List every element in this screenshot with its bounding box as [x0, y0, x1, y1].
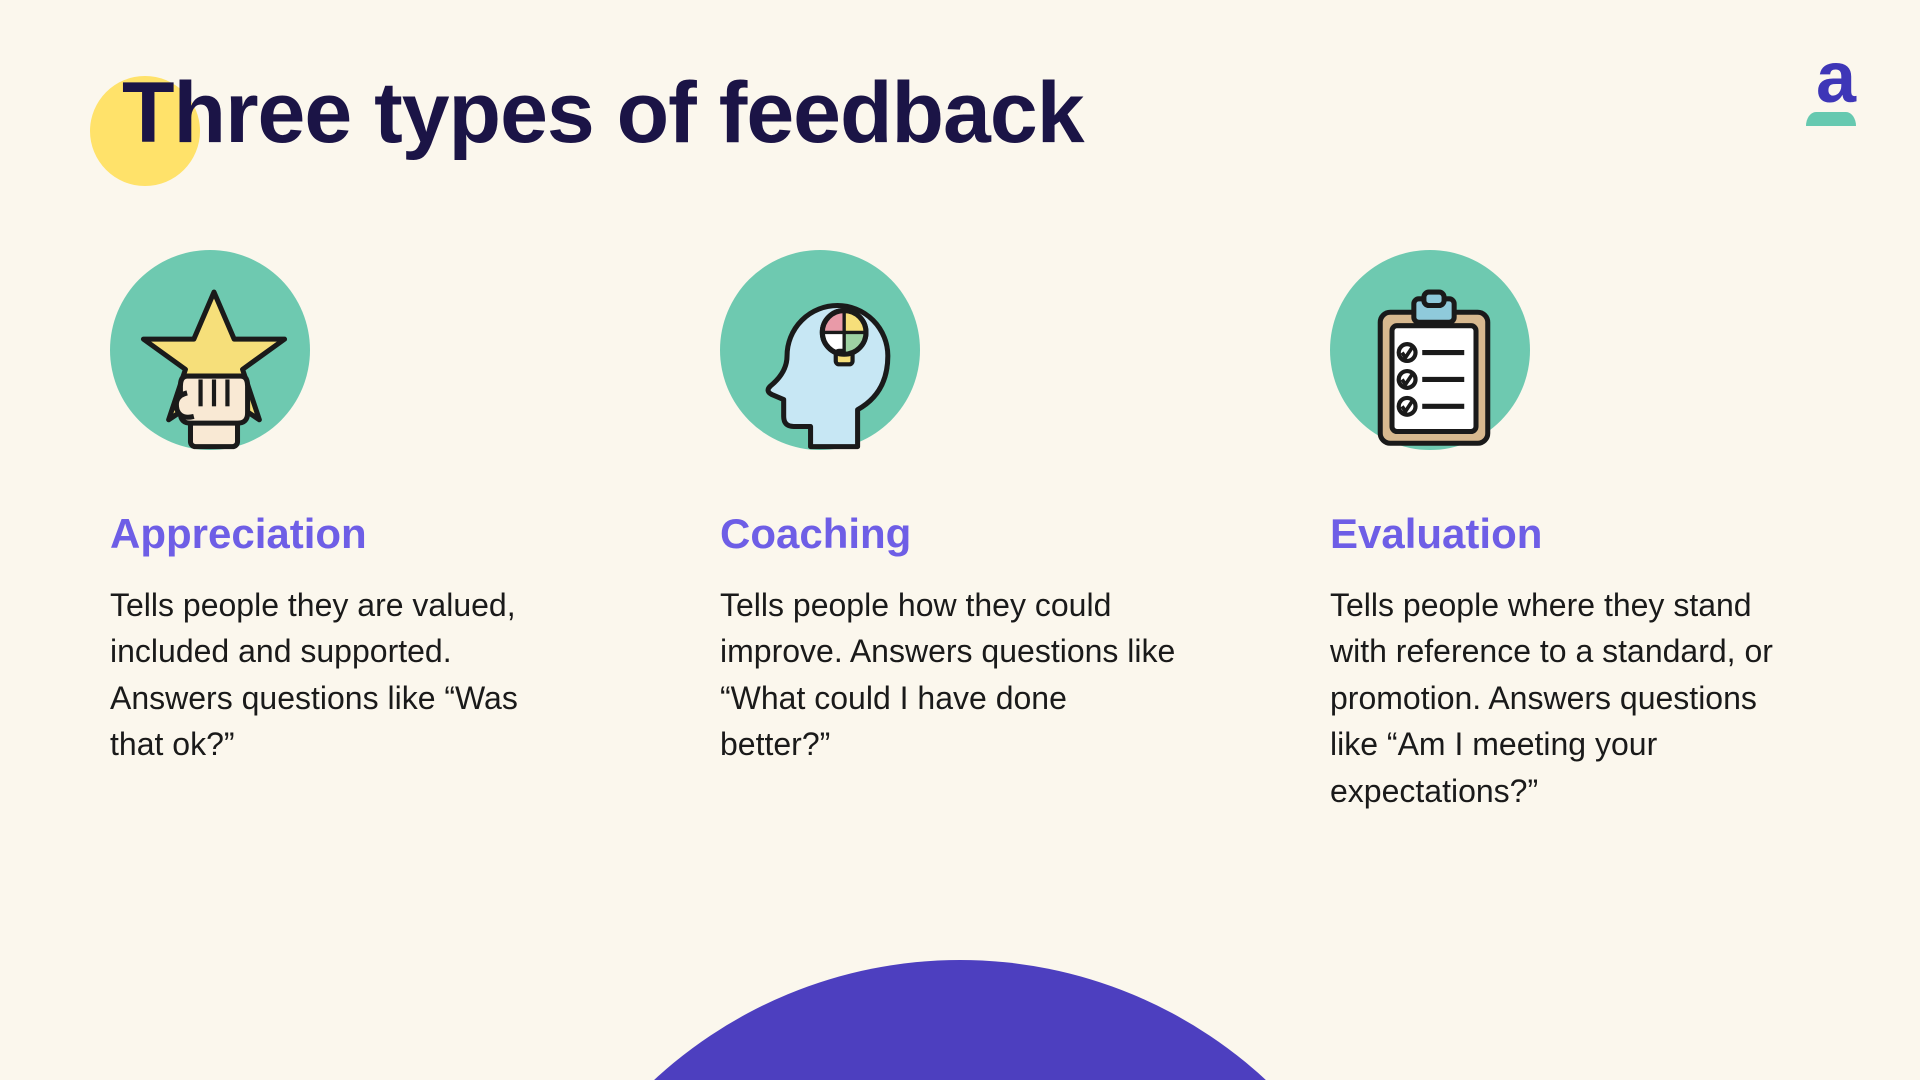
evaluation-body: Tells people where they stand with refer… — [1330, 582, 1790, 814]
appreciation-body: Tells people they are valued, included a… — [110, 582, 570, 768]
page-title: Three types of feedback — [100, 70, 1084, 156]
coaching-icon-area — [720, 250, 940, 470]
appreciation-heading: Appreciation — [110, 510, 590, 558]
evaluation-heading: Evaluation — [1330, 510, 1810, 558]
evaluation-icon-area — [1330, 250, 1550, 470]
feedback-columns: Appreciation Tells people they are value… — [110, 250, 1810, 814]
coaching-heading: Coaching — [720, 510, 1200, 558]
brand-logo: a — [1816, 42, 1856, 114]
column-appreciation: Appreciation Tells people they are value… — [110, 250, 590, 814]
brand-logo-underline — [1806, 112, 1856, 126]
column-evaluation: Evaluation Tells people where they stand… — [1330, 250, 1810, 814]
star-fist-icon — [130, 282, 298, 450]
clipboard-check-icon — [1350, 282, 1518, 450]
appreciation-icon-area — [110, 250, 330, 470]
coaching-body: Tells people how they could improve. Ans… — [720, 582, 1180, 768]
column-coaching: Coaching Tells people how they could imp… — [720, 250, 1200, 814]
page-title-block: Three types of feedback — [100, 70, 1084, 156]
bottom-decorative-arc — [510, 960, 1410, 1080]
head-idea-icon — [740, 282, 908, 450]
